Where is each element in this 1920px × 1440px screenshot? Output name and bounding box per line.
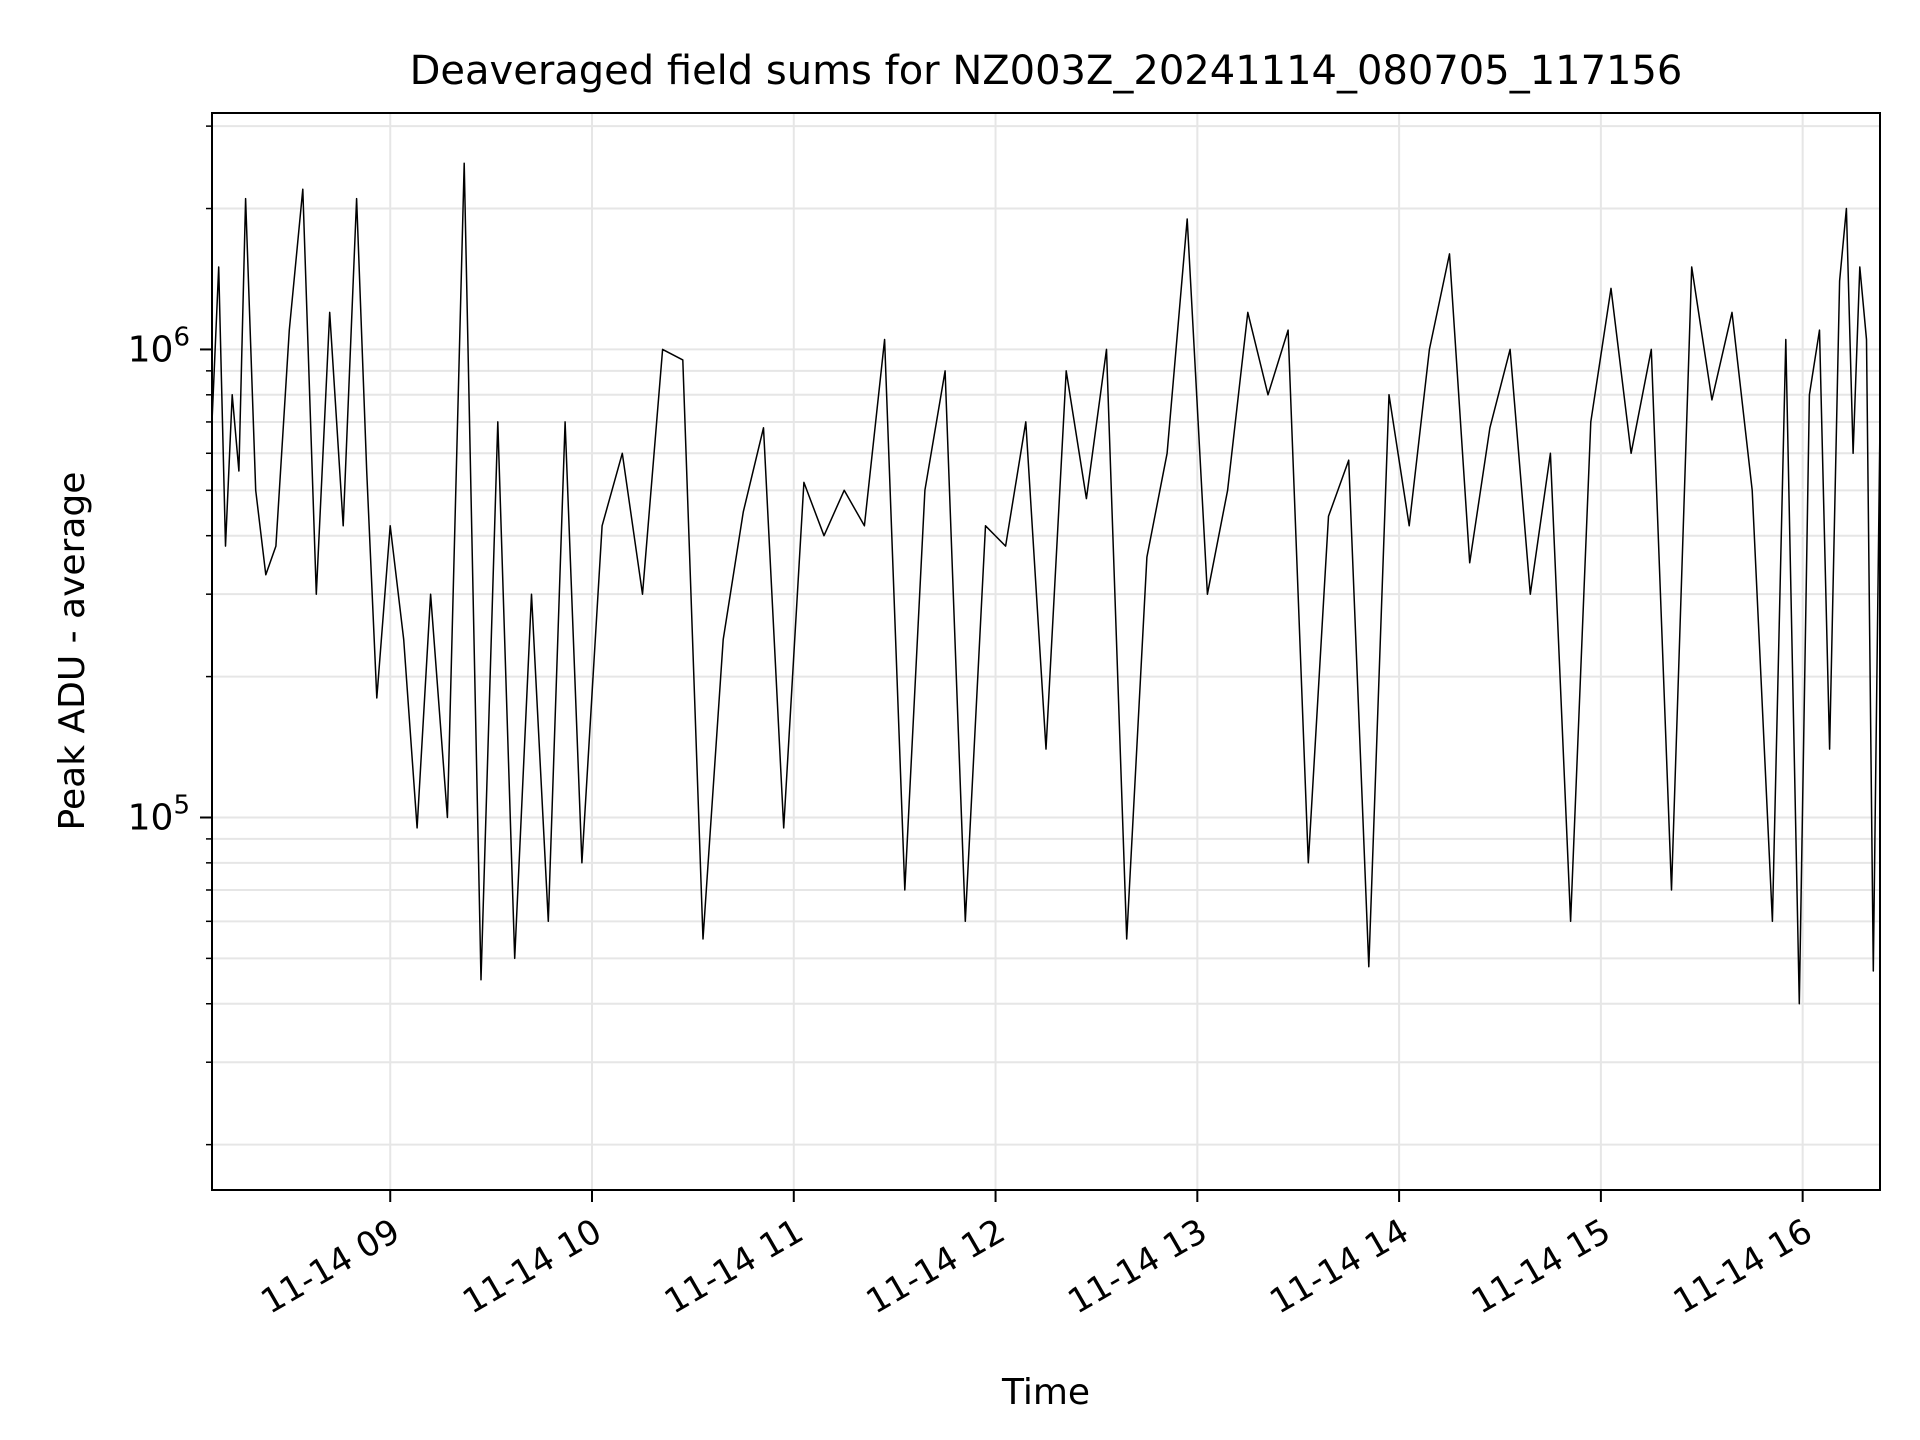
y-gridlines (212, 125, 1880, 1146)
y-axis-label: Peak ADU - average (52, 472, 93, 831)
chart-title: Deaveraged field sums for NZ003Z_2024111… (410, 48, 1683, 94)
y-axis-ticks: 105 106 (128, 125, 212, 1146)
series-layer (211, 162, 1881, 1005)
y-tick-label: 106 (128, 322, 190, 370)
y-tick-label: 105 (128, 790, 190, 838)
plot-frame (211, 112, 1881, 1191)
x-axis-label: Time (1001, 1372, 1090, 1413)
series-line (211, 162, 1881, 1005)
